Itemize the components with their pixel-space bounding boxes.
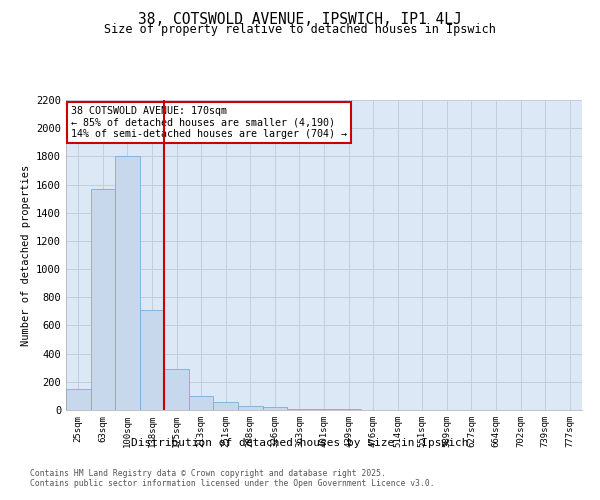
Text: Contains HM Land Registry data © Crown copyright and database right 2025.: Contains HM Land Registry data © Crown c… xyxy=(30,468,386,477)
Text: 38 COTSWOLD AVENUE: 170sqm
← 85% of detached houses are smaller (4,190)
14% of s: 38 COTSWOLD AVENUE: 170sqm ← 85% of deta… xyxy=(71,106,347,140)
Bar xyxy=(164,369,189,410)
Bar xyxy=(287,408,312,410)
Bar xyxy=(115,156,140,410)
Bar xyxy=(91,189,115,410)
Text: Size of property relative to detached houses in Ipswich: Size of property relative to detached ho… xyxy=(104,22,496,36)
Bar xyxy=(214,402,238,410)
Text: Contains public sector information licensed under the Open Government Licence v3: Contains public sector information licen… xyxy=(30,478,434,488)
Y-axis label: Number of detached properties: Number of detached properties xyxy=(20,164,31,346)
Bar xyxy=(140,310,164,410)
Bar xyxy=(312,408,336,410)
Bar xyxy=(189,396,214,410)
Text: Distribution of detached houses by size in Ipswich: Distribution of detached houses by size … xyxy=(131,438,469,448)
Bar xyxy=(66,389,91,410)
Text: 38, COTSWOLD AVENUE, IPSWICH, IP1 4LJ: 38, COTSWOLD AVENUE, IPSWICH, IP1 4LJ xyxy=(138,12,462,28)
Bar xyxy=(238,406,263,410)
Bar xyxy=(263,407,287,410)
